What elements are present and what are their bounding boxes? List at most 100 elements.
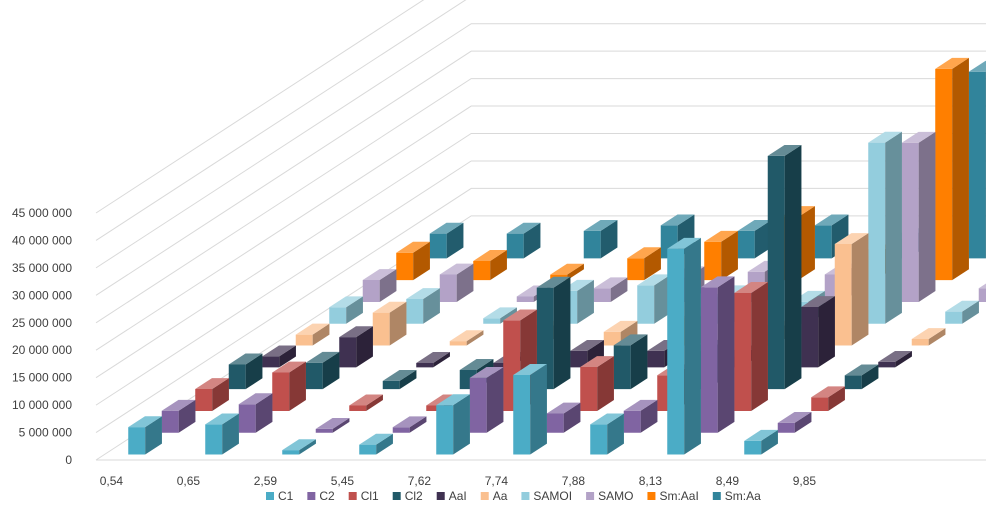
bar-front: [701, 287, 718, 432]
bar-front: [768, 156, 785, 389]
bar-front: [349, 405, 366, 410]
x-tick-label: 5,45: [331, 474, 355, 488]
bar-c2-5: [547, 403, 581, 433]
bar-front: [440, 275, 457, 302]
bar-front: [912, 339, 929, 346]
y-tick-label: 10 000 000: [12, 398, 72, 412]
bar-front: [393, 427, 410, 432]
bar-samoi-7: [868, 132, 902, 324]
bar-c2-7: [701, 276, 735, 432]
bar-front: [272, 373, 289, 411]
bar-front: [430, 234, 447, 259]
legend-item: AaI: [437, 489, 467, 503]
bar-front: [969, 72, 986, 259]
bar-cl1-8: [811, 386, 845, 411]
x-tick-label: 9,85: [793, 474, 817, 488]
legend-label: Cl2: [405, 489, 423, 503]
bar-front: [262, 356, 279, 367]
bar-side: [852, 233, 869, 345]
bar-front: [734, 293, 751, 411]
bar-front: [229, 364, 246, 389]
bar-cl1-0: [195, 378, 229, 411]
bar-sm-aa-0: [430, 223, 464, 259]
bar-front: [590, 424, 607, 454]
legend-swatch: [713, 492, 721, 500]
bar-c1-3: [359, 434, 393, 455]
bar-front: [339, 337, 356, 367]
bar-c1-2: [282, 439, 316, 454]
bar-c2-8: [778, 412, 812, 433]
bar-side: [885, 132, 902, 324]
bar-front: [162, 411, 179, 433]
bar-cl2-8: [845, 365, 879, 390]
x-tick-label: 8,49: [716, 474, 740, 488]
x-tick-label: 8,13: [639, 474, 663, 488]
legend-swatch: [266, 492, 274, 500]
bar-front: [778, 423, 795, 433]
legend-label: SAMOI: [533, 489, 572, 503]
y-tick-label: 15 000 000: [12, 371, 72, 385]
bar-c2-3: [393, 416, 427, 432]
y-tick-label: 0: [65, 453, 72, 467]
bar-c1-6: [590, 413, 624, 454]
bar-front: [373, 313, 390, 346]
legend-label: C2: [319, 489, 335, 503]
bar-front: [396, 253, 413, 280]
legend-swatch: [647, 492, 655, 500]
bar-sm-aai-4: [704, 231, 738, 280]
bar-aa-8: [912, 328, 946, 345]
legend-swatch: [481, 492, 489, 500]
y-tick-label: 35 000 000: [12, 261, 72, 275]
bar-front: [614, 345, 631, 389]
bar-sm-aai-1: [473, 250, 507, 280]
bar-sm-aai-7: [935, 58, 969, 280]
bar-top: [979, 277, 986, 288]
bar-sm-aa-7: [969, 61, 986, 259]
x-tick-label: 7,74: [485, 474, 509, 488]
bar-samoi-0: [329, 296, 363, 323]
legend-swatch: [349, 492, 357, 500]
bar-side: [487, 367, 504, 433]
bar-front: [945, 312, 962, 324]
legend-swatch: [307, 492, 315, 500]
bar-aa-1: [373, 302, 407, 346]
bar-side: [751, 282, 768, 411]
legend-item: Cl1: [349, 489, 379, 503]
bar-front: [594, 288, 611, 302]
bar-aai-8: [878, 351, 912, 367]
bar-front: [128, 427, 145, 454]
bar-c2-6: [624, 400, 658, 433]
bar-c2-4: [470, 367, 504, 433]
bar-cl1-1: [272, 362, 306, 411]
bar-front: [416, 363, 433, 367]
legend-label: Aa: [493, 489, 508, 503]
legend-swatch: [521, 492, 529, 500]
bar-front: [580, 367, 597, 411]
bar-front: [316, 429, 333, 433]
bar-side: [554, 277, 571, 389]
bar-cl2-5: [614, 334, 648, 389]
legend-swatch: [393, 492, 401, 500]
bar-front: [801, 307, 818, 367]
legend-item: Cl2: [393, 489, 423, 503]
bar-samoi-1: [406, 288, 440, 324]
x-tick-label: 0,65: [177, 474, 201, 488]
bar-front: [296, 335, 313, 346]
bar-side: [530, 364, 547, 454]
x-tick-label: 2,59: [254, 474, 278, 488]
bar-samoi-4: [637, 274, 671, 323]
bar-samo-1: [440, 264, 474, 302]
bar-front: [815, 225, 832, 258]
bar-c1-5: [513, 364, 547, 454]
legend-item: Aa: [481, 489, 508, 503]
bar-front: [239, 404, 256, 433]
bar-c1-0: [128, 416, 162, 454]
bar-c2-2: [316, 418, 350, 433]
bar-c1-7: [667, 238, 701, 455]
bar-cl1-5: [580, 356, 614, 411]
bar-front: [306, 363, 323, 389]
bar-cl2-0: [229, 354, 263, 390]
bar-aai-7: [801, 296, 835, 367]
bar-front: [627, 258, 644, 280]
